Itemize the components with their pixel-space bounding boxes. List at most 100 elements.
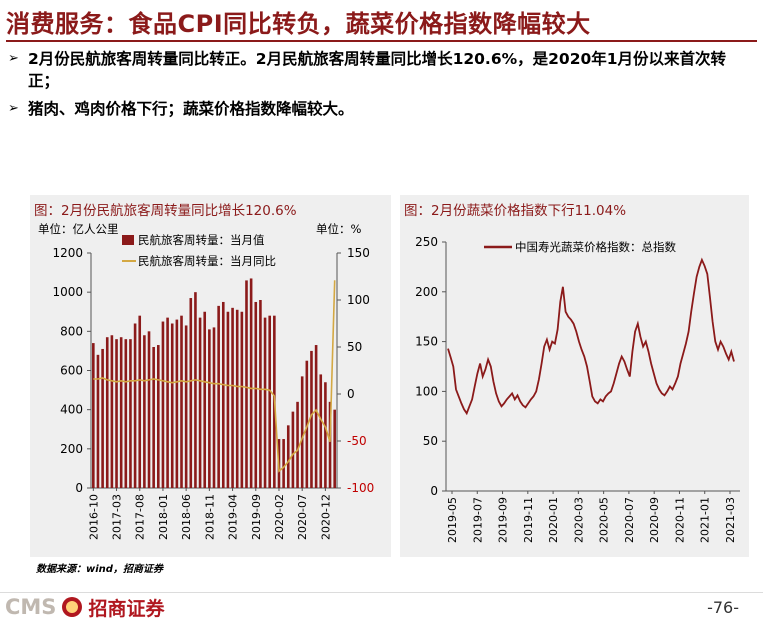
bar-monthly-volume bbox=[254, 301, 258, 488]
bar-monthly-volume bbox=[231, 307, 234, 488]
y-tick-label: 100 bbox=[415, 384, 438, 398]
x-tick-label: 2019-11 bbox=[522, 497, 535, 543]
x-tick-label: 2019-09 bbox=[497, 497, 510, 543]
legend-bar-swatch bbox=[122, 235, 134, 245]
x-tick-label: 2019-04 bbox=[227, 494, 240, 540]
bar-monthly-volume bbox=[249, 278, 253, 488]
x-tick-label: 2020-12 bbox=[319, 494, 332, 540]
x-tick-label: 2020-07 bbox=[623, 497, 636, 543]
footer-divider bbox=[0, 592, 763, 593]
bar-monthly-volume bbox=[300, 376, 304, 488]
right-tick-label: 100 bbox=[347, 293, 370, 307]
legend-label: 中国寿光蔬菜价格指数：总指数 bbox=[515, 240, 676, 254]
left-axis-unit: 单位：亿人公里 bbox=[38, 222, 119, 236]
bar-monthly-volume bbox=[110, 335, 114, 488]
bar-monthly-volume bbox=[235, 309, 239, 488]
chart-title: 图：2月份蔬菜价格指数下行11.04% bbox=[404, 203, 627, 219]
right-tick-label: -100 bbox=[347, 481, 374, 495]
left-tick-label: 800 bbox=[60, 324, 83, 338]
bar-monthly-volume bbox=[203, 311, 207, 488]
logo-cn-text: 招商证券 bbox=[88, 597, 165, 620]
left-tick-label: 400 bbox=[60, 403, 83, 417]
x-tick-label: 2020-01 bbox=[547, 497, 560, 543]
bar-monthly-volume bbox=[328, 401, 332, 488]
bar-monthly-volume bbox=[157, 345, 160, 488]
title-divider bbox=[6, 40, 757, 42]
y-tick-label: 250 bbox=[415, 235, 438, 249]
bar-monthly-volume bbox=[175, 319, 179, 488]
x-tick-label: 2020-03 bbox=[572, 497, 585, 543]
x-tick-label: 2020-02 bbox=[273, 494, 286, 540]
bar-monthly-volume bbox=[101, 348, 104, 488]
chart-panel-air-traffic: 图：2月份民航旅客周转量同比增长120.6% 单位：亿人公里 单位：% 0 200… bbox=[30, 195, 391, 557]
bar-monthly-volume bbox=[115, 339, 118, 488]
bar-monthly-volume bbox=[221, 301, 225, 488]
bar-monthly-volume bbox=[259, 300, 262, 488]
bar-monthly-volume bbox=[208, 329, 211, 488]
y-tick-label: 0 bbox=[430, 484, 438, 498]
bullet-text: 猪肉、鸡肉价格下行；蔬菜价格指数降幅较大。 bbox=[28, 100, 354, 118]
bar-monthly-volume bbox=[282, 439, 285, 488]
x-tick-label: 2021-03 bbox=[724, 497, 737, 543]
bar-monthly-volume bbox=[291, 411, 295, 488]
bar-monthly-volume bbox=[319, 374, 323, 488]
bar-monthly-volume bbox=[124, 339, 128, 488]
left-tick-label: 200 bbox=[60, 442, 83, 456]
x-tick-label: 2020-05 bbox=[598, 497, 611, 543]
x-tick-label: 2018-06 bbox=[180, 494, 193, 540]
chart-title: 图：2月份民航旅客周转量同比增长120.6% bbox=[34, 203, 297, 219]
bar-monthly-volume bbox=[170, 323, 174, 488]
bar-monthly-volume bbox=[194, 292, 197, 488]
bar-monthly-volume bbox=[143, 335, 146, 488]
logo-text: CMS bbox=[5, 595, 57, 619]
x-tick-label: 2017-08 bbox=[134, 494, 147, 540]
bar-monthly-volume bbox=[310, 350, 313, 488]
bar-monthly-volume bbox=[152, 347, 155, 488]
x-tick-label: 2019-09 bbox=[250, 494, 263, 540]
bar-monthly-volume bbox=[198, 317, 202, 488]
bar-monthly-volume bbox=[212, 327, 216, 488]
x-tick-label: 2019-05 bbox=[446, 497, 459, 543]
right-axis-unit: 单位：% bbox=[316, 222, 362, 236]
bar-monthly-volume bbox=[324, 382, 327, 488]
bar-monthly-volume bbox=[268, 315, 271, 488]
page-title: 消费服务：食品CPI同比转负，蔬菜价格指数降幅较大 bbox=[6, 10, 591, 38]
bar-monthly-volume bbox=[161, 321, 165, 488]
bar-monthly-volume bbox=[92, 343, 95, 488]
bar-monthly-volume bbox=[245, 280, 248, 488]
left-tick-label: 0 bbox=[75, 481, 83, 495]
x-tick-label: 2020-07 bbox=[296, 494, 309, 540]
bar-monthly-volume bbox=[105, 337, 109, 488]
right-tick-label: -50 bbox=[347, 434, 367, 448]
right-tick-label: 150 bbox=[347, 246, 370, 260]
company-logo: CMS 招商证券 bbox=[5, 595, 165, 620]
x-tick-label: 2021-01 bbox=[699, 497, 712, 543]
page-number: -76- bbox=[707, 598, 739, 617]
x-tick-label: 2017-03 bbox=[111, 494, 124, 540]
left-tick-label: 1200 bbox=[52, 246, 83, 260]
bar-monthly-volume bbox=[263, 317, 267, 488]
right-tick-label: 0 bbox=[347, 387, 355, 401]
bar-monthly-volume bbox=[314, 345, 318, 488]
legend-line-label: 民航旅客周转量：当月同比 bbox=[138, 254, 276, 268]
y-tick-label: 150 bbox=[415, 335, 438, 349]
bar-monthly-volume bbox=[189, 298, 193, 488]
bar-monthly-volume bbox=[147, 331, 151, 488]
y-tick-label: 50 bbox=[423, 434, 438, 448]
bar-monthly-volume bbox=[129, 339, 132, 488]
bullet-arrow-icon: ➢ bbox=[8, 51, 19, 66]
bar-monthly-volume bbox=[166, 317, 169, 488]
x-tick-label: 2018-11 bbox=[203, 494, 216, 540]
line-yoy-change bbox=[93, 280, 336, 473]
bar-monthly-volume bbox=[333, 409, 336, 488]
bar-monthly-volume bbox=[119, 337, 123, 488]
bar-monthly-volume bbox=[226, 311, 230, 488]
air-traffic-chart: 0 200 400 600 800 1000 1200 -100 -50 0 50 100 150 201… bbox=[52, 233, 374, 540]
chart-panel-vegetable-index: 图：2月份蔬菜价格指数下行11.04% 0 50 100 150 200 250 2019-… bbox=[400, 195, 749, 557]
x-tick-label: 2020-11 bbox=[673, 497, 686, 543]
bar-monthly-volume bbox=[286, 425, 290, 488]
legend-bar-label: 民航旅客周转量：当月值 bbox=[138, 233, 265, 247]
bar-monthly-volume bbox=[217, 305, 220, 488]
data-source: 数据来源：wind，招商证券 bbox=[36, 564, 163, 575]
bar-monthly-volume bbox=[138, 315, 142, 488]
